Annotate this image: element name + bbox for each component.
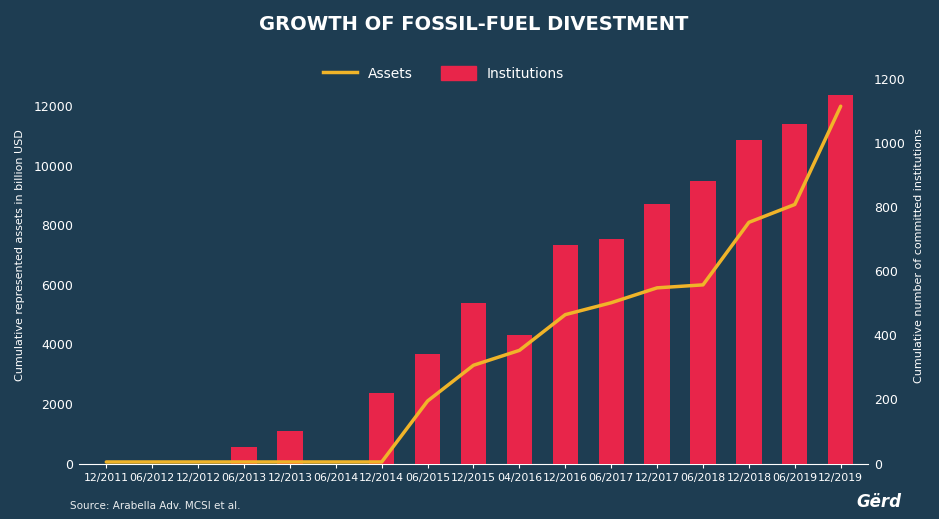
Bar — [598, 239, 623, 463]
Bar — [828, 95, 854, 463]
Y-axis label: Cumulative represented assets in billion USD: Cumulative represented assets in billion… — [15, 129, 25, 381]
Bar — [369, 393, 394, 463]
Bar — [461, 303, 486, 463]
Title: GROWTH OF FOSSIL-FUEL DIVESTMENT: GROWTH OF FOSSIL-FUEL DIVESTMENT — [259, 15, 688, 34]
Y-axis label: Cumulative number of committed institutions: Cumulative number of committed instituti… — [914, 128, 924, 383]
Bar — [782, 124, 808, 463]
Text: Gërd: Gërd — [856, 493, 901, 511]
Bar — [507, 335, 532, 463]
Legend: Assets, Institutions: Assets, Institutions — [323, 66, 564, 81]
Bar — [231, 447, 256, 463]
Bar — [690, 181, 716, 463]
Bar — [415, 354, 440, 463]
Bar — [553, 245, 577, 463]
Text: Source: Arabella Adv. MCSI et al.: Source: Arabella Adv. MCSI et al. — [70, 501, 241, 511]
Bar — [736, 140, 762, 463]
Bar — [644, 204, 670, 463]
Bar — [277, 431, 302, 463]
